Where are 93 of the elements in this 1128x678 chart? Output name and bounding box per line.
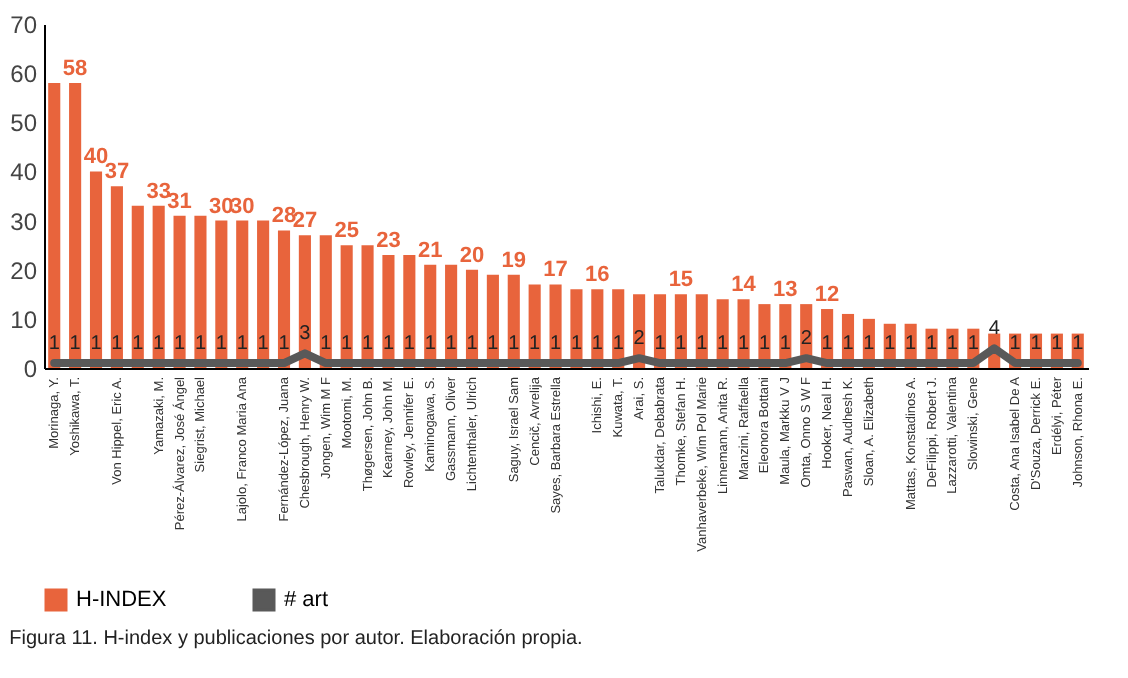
data-label: 1 — [842, 333, 855, 356]
data-label: 1 — [257, 333, 270, 356]
data-label: 1 — [654, 333, 667, 356]
data-label: 40 — [83, 145, 109, 170]
data-label: 15 — [668, 268, 694, 293]
bar — [110, 186, 123, 368]
data-label: 1 — [821, 333, 834, 356]
data-label: 23 — [376, 228, 401, 253]
bar — [131, 205, 144, 368]
y-tick-label: 60 — [10, 60, 38, 89]
bar — [194, 215, 207, 368]
data-label: 1 — [884, 333, 897, 356]
data-label: 1 — [717, 333, 730, 356]
data-label: 1 — [863, 333, 876, 356]
data-label: 1 — [215, 333, 228, 356]
data-label: 33 — [146, 179, 171, 204]
bar — [257, 220, 270, 368]
data-label: 1 — [508, 333, 521, 356]
data-label: 12 — [814, 283, 840, 308]
data-label: 1 — [1051, 333, 1064, 356]
data-label: 2 — [800, 328, 813, 351]
bar — [152, 205, 165, 368]
bar — [69, 82, 82, 368]
data-label: 1 — [570, 333, 583, 356]
data-label: 25 — [334, 219, 359, 244]
data-label: 30 — [229, 194, 255, 219]
data-label: 1 — [905, 333, 918, 356]
bar — [570, 289, 583, 368]
bar — [48, 82, 61, 368]
data-label: 58 — [62, 56, 88, 81]
data-label: 4 — [988, 318, 1001, 341]
data-label: 1 — [925, 333, 938, 356]
data-label: 1 — [946, 333, 959, 356]
data-label: 1 — [111, 333, 124, 356]
data-label: 1 — [132, 333, 145, 356]
data-label: 1 — [320, 333, 333, 356]
data-label: 30 — [209, 194, 234, 219]
data-label: 37 — [104, 160, 130, 185]
data-label: 1 — [445, 333, 458, 356]
data-label: 27 — [292, 209, 318, 234]
data-label: 1 — [758, 333, 771, 356]
data-label: 1 — [362, 333, 374, 356]
y-tick-label: 70 — [10, 11, 38, 39]
y-tick-label: 20 — [10, 256, 38, 285]
data-label: 1 — [153, 333, 166, 356]
text: Figura 11. H-index y publicaciones por autor. Elaboración propia. — [9, 628, 583, 650]
data-label: 1 — [1072, 333, 1085, 356]
bar — [382, 254, 395, 368]
data-label: 1 — [696, 333, 709, 356]
data-label: 13 — [773, 278, 798, 303]
y-tick-label: 10 — [10, 305, 38, 334]
data-label: 1 — [487, 333, 500, 356]
data-label: 1 — [278, 333, 291, 356]
data-label: 1 — [549, 333, 562, 356]
data-label: 2 — [633, 328, 646, 351]
bar — [89, 171, 103, 368]
legend-label: H-INDEX — [76, 588, 168, 612]
data-label: 1 — [737, 333, 750, 356]
data-label: 1 — [1009, 333, 1022, 356]
data-label: 1 — [424, 333, 437, 356]
data-label: 1 — [675, 333, 688, 356]
data-label: 1 — [612, 333, 625, 356]
data-label: 1 — [1030, 333, 1043, 356]
data-label: 3 — [299, 323, 312, 346]
data-label: 1 — [341, 333, 354, 356]
data-label: 1 — [194, 333, 207, 356]
data-label: 19 — [501, 248, 527, 273]
data-label: 1 — [529, 333, 542, 356]
data-label: 16 — [585, 263, 610, 288]
y-tick-label: 0 — [23, 355, 38, 383]
y-tick-label: 30 — [10, 207, 38, 236]
data-label: 1 — [466, 333, 479, 356]
data-label: 1 — [591, 333, 604, 356]
data-label: 1 — [48, 333, 61, 356]
bar — [173, 215, 186, 368]
legend-label: # art — [284, 588, 329, 612]
data-label: 1 — [779, 333, 792, 356]
data-label: 1 — [69, 333, 82, 356]
y-tick-label: 50 — [10, 109, 38, 138]
data-label: 31 — [167, 189, 192, 214]
data-label: 1 — [403, 333, 416, 356]
data-label: 21 — [417, 238, 443, 263]
data-label: 14 — [731, 273, 758, 298]
data-label: 1 — [174, 333, 186, 356]
data-label: 17 — [543, 258, 568, 283]
data-label: 20 — [459, 243, 485, 268]
y-tick-label: 40 — [10, 158, 38, 187]
bar — [236, 220, 249, 368]
data-label: 1 — [236, 333, 249, 356]
bar — [215, 220, 228, 368]
data-label: 1 — [90, 333, 103, 356]
data-label: 1 — [967, 333, 980, 356]
data-label: 1 — [382, 333, 395, 356]
